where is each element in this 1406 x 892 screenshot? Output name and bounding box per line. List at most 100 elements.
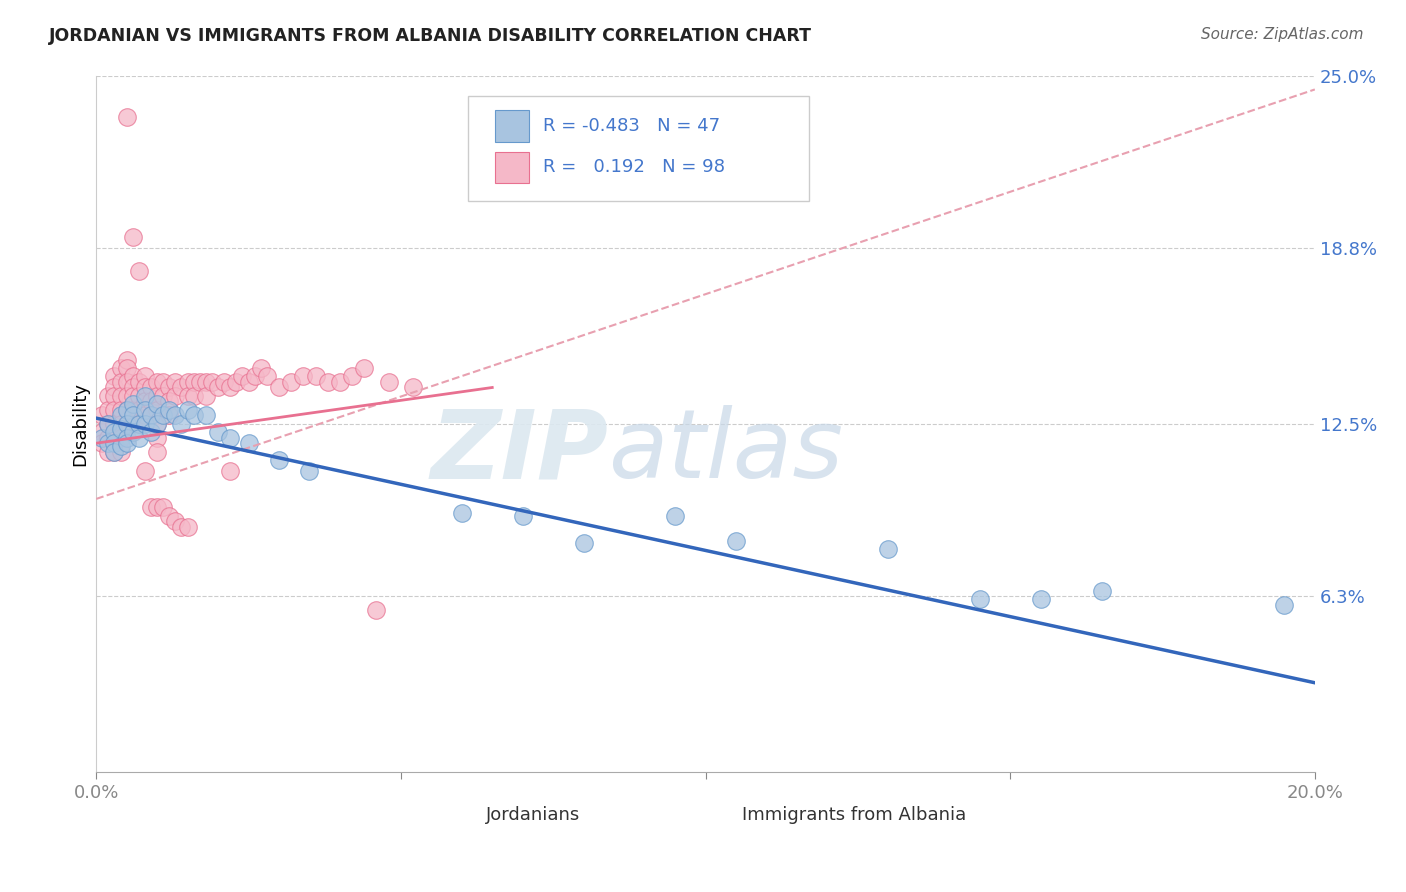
Point xyxy=(121,425,143,439)
Bar xyxy=(495,153,529,184)
Point xyxy=(134,417,156,431)
Point xyxy=(103,417,125,431)
Point xyxy=(298,464,321,478)
Point xyxy=(1272,598,1295,612)
Point xyxy=(139,394,162,409)
Point xyxy=(188,375,211,389)
Text: JORDANIAN VS IMMIGRANTS FROM ALBANIA DISABILITY CORRELATION CHART: JORDANIAN VS IMMIGRANTS FROM ALBANIA DIS… xyxy=(49,27,813,45)
Point xyxy=(121,389,143,403)
Point xyxy=(176,520,198,534)
Point xyxy=(91,425,114,439)
Point xyxy=(97,436,120,450)
Point xyxy=(110,389,132,403)
Text: R = -0.483   N = 47: R = -0.483 N = 47 xyxy=(544,117,720,135)
Bar xyxy=(437,801,471,829)
Point xyxy=(176,389,198,403)
Point xyxy=(170,520,193,534)
Point xyxy=(1029,592,1052,607)
Point xyxy=(115,402,138,417)
Point xyxy=(91,436,114,450)
Point xyxy=(183,375,205,389)
Point xyxy=(152,375,174,389)
Point xyxy=(97,431,120,445)
Point xyxy=(340,369,363,384)
Point xyxy=(121,369,143,384)
Point xyxy=(512,508,534,523)
Point xyxy=(139,425,162,439)
Point xyxy=(128,402,150,417)
Point xyxy=(157,380,180,394)
Point xyxy=(238,375,260,389)
Point xyxy=(183,389,205,403)
Text: ZIP: ZIP xyxy=(430,405,607,498)
Point xyxy=(157,409,180,423)
Point xyxy=(256,369,278,384)
Point xyxy=(243,369,266,384)
Bar xyxy=(495,111,529,142)
Point xyxy=(1090,583,1112,598)
Point xyxy=(139,500,162,515)
Point xyxy=(157,402,180,417)
Point xyxy=(121,417,143,431)
Point xyxy=(134,389,156,403)
Point xyxy=(110,439,132,453)
Point xyxy=(134,369,156,384)
Point xyxy=(103,436,125,450)
Point xyxy=(146,431,169,445)
Point xyxy=(292,369,315,384)
Point xyxy=(280,375,302,389)
Point xyxy=(165,409,187,423)
Point xyxy=(110,361,132,376)
Point xyxy=(877,542,900,557)
Point xyxy=(103,425,125,439)
Point xyxy=(110,402,132,417)
Point xyxy=(103,369,125,384)
Point xyxy=(170,380,193,394)
Text: Immigrants from Albania: Immigrants from Albania xyxy=(742,806,966,824)
Point xyxy=(121,402,143,417)
Point xyxy=(176,402,198,417)
Point xyxy=(139,409,162,423)
Point xyxy=(97,444,120,458)
Point xyxy=(267,453,290,467)
Point xyxy=(97,402,120,417)
Point xyxy=(194,389,217,403)
Point xyxy=(115,417,138,431)
Point xyxy=(157,394,180,409)
Point xyxy=(134,402,156,417)
Point xyxy=(152,409,174,423)
Point xyxy=(146,375,169,389)
Point xyxy=(110,417,132,431)
Point xyxy=(353,361,375,376)
Point xyxy=(176,375,198,389)
Point xyxy=(121,409,143,423)
Point xyxy=(110,409,132,423)
Point xyxy=(194,375,217,389)
Point xyxy=(225,375,247,389)
Point xyxy=(402,380,425,394)
Point xyxy=(103,402,125,417)
Text: R =   0.192   N = 98: R = 0.192 N = 98 xyxy=(544,159,725,177)
Point xyxy=(128,431,150,445)
Point xyxy=(110,375,132,389)
Point xyxy=(152,389,174,403)
Point xyxy=(238,436,260,450)
Y-axis label: Disability: Disability xyxy=(72,382,89,466)
Point xyxy=(165,389,187,403)
Point xyxy=(157,508,180,523)
Point xyxy=(183,409,205,423)
Point xyxy=(97,417,120,431)
Point xyxy=(146,397,169,411)
Point xyxy=(664,508,686,523)
Point xyxy=(724,533,747,548)
Point xyxy=(115,375,138,389)
Point xyxy=(134,409,156,423)
Point xyxy=(219,431,242,445)
Point xyxy=(128,375,150,389)
Point xyxy=(103,380,125,394)
Point xyxy=(128,389,150,403)
Point xyxy=(115,402,138,417)
Point xyxy=(134,380,156,394)
Point xyxy=(146,444,169,458)
Point xyxy=(146,389,169,403)
